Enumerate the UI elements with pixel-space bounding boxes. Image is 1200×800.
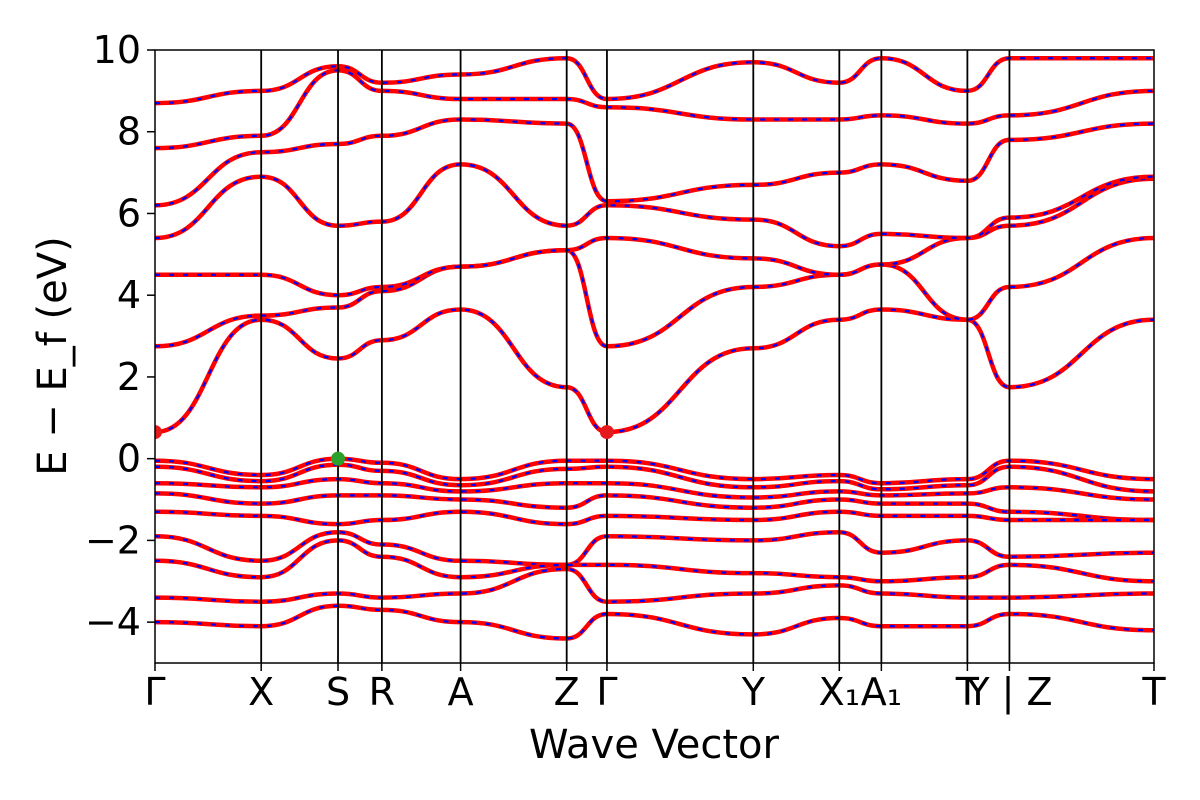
valence-band-line	[155, 529, 1154, 568]
band-lines	[155, 55, 1154, 641]
x-tick-label: S	[326, 670, 350, 714]
conduction-band-line	[155, 307, 1154, 435]
conduction-band-line	[155, 235, 1154, 349]
vbm-marker	[331, 451, 346, 466]
cbm-marker	[155, 425, 162, 440]
valence-band-overlay	[155, 604, 1154, 640]
y-tick-label: 2	[117, 355, 141, 399]
conduction-band-overlay	[155, 118, 1154, 207]
conduction-band-line	[155, 117, 1154, 208]
cbm-marker	[599, 425, 614, 440]
y-tick-label: 0	[117, 437, 141, 481]
x-tick-label: A	[448, 670, 474, 714]
k-path-divider-lines	[260, 50, 1011, 663]
x-tick-label: Γ	[596, 670, 617, 714]
y-tick-label: 8	[117, 110, 141, 154]
y-tick-label: 4	[117, 273, 141, 317]
x-tick-label: R	[369, 670, 395, 714]
band-edge-markers	[155, 425, 614, 466]
x-tick-label: Y	[741, 670, 766, 714]
x-tick-label: X	[248, 670, 274, 714]
valence-band-line	[155, 538, 1154, 584]
y-axis-label: E − E_f (eV)	[30, 236, 76, 475]
valence-band-overlay	[155, 539, 1154, 583]
conduction-band-overlay	[155, 236, 1154, 348]
y-tick-label: −4	[85, 600, 141, 644]
x-tick-label: T	[955, 670, 980, 714]
x-tick-label: A₁	[861, 670, 902, 714]
y-tick-label: 10	[93, 28, 141, 72]
x-tick-label: T	[1141, 670, 1166, 714]
x-tick-label: Z	[554, 670, 580, 714]
x-tick-label: Y | Z	[965, 670, 1052, 715]
y-tick-label: 6	[117, 191, 141, 235]
conduction-band-line	[155, 162, 1154, 249]
x-tick-label: X₁	[819, 670, 860, 714]
valence-band-line	[155, 603, 1154, 641]
conduction-band-line	[155, 68, 1154, 151]
y-tick-label: −2	[85, 518, 141, 562]
plot-frame	[154, 49, 1155, 664]
y-axis-ticks: −4 −2 0 2 4 6 8 10	[85, 28, 155, 644]
x-tick-label: Γ	[144, 670, 165, 714]
x-axis-label: Wave Vector	[529, 722, 780, 768]
